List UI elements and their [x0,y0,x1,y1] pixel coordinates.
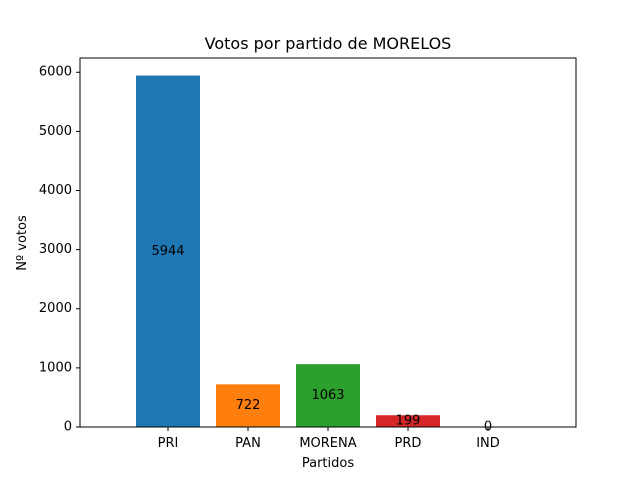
y-tick-label: 5000 [39,124,72,139]
y-tick-label: 6000 [39,65,72,80]
bars-group [136,75,440,427]
y-tick-label: 4000 [39,183,72,198]
y-tick-label: 3000 [39,242,72,257]
bar-pri [136,75,200,427]
bar-morena [296,364,360,427]
y-axis-label: Nº votos [15,215,30,271]
x-tick-label-morena: MORENA [299,436,356,451]
x-tick-label-pan: PAN [235,436,261,451]
bar-value-label-pri: 5944 [151,244,184,259]
bar-value-label-prd: 199 [396,414,421,429]
x-tick-label-ind: IND [476,436,500,451]
plot-frame [79,57,577,428]
y-tick-label: 2000 [39,301,72,316]
y-tick-label: 0 [64,420,72,435]
bar-value-label-pan: 722 [236,398,261,413]
y-tick-label: 1000 [39,360,72,375]
bar-prd [376,415,440,427]
x-axis-label: Partidos [302,456,354,471]
chart-title: Votos por partido de MORELOS [205,34,452,53]
x-axis-ticks: PRI PAN MORENA PRD IND [158,427,500,451]
bar-pan [216,384,280,427]
bar-value-label-morena: 1063 [311,388,344,403]
x-tick-label-pri: PRI [158,436,179,451]
y-axis-ticks: 0 1000 2000 3000 4000 5000 6000 [39,65,80,435]
x-tick-label-prd: PRD [395,436,422,451]
